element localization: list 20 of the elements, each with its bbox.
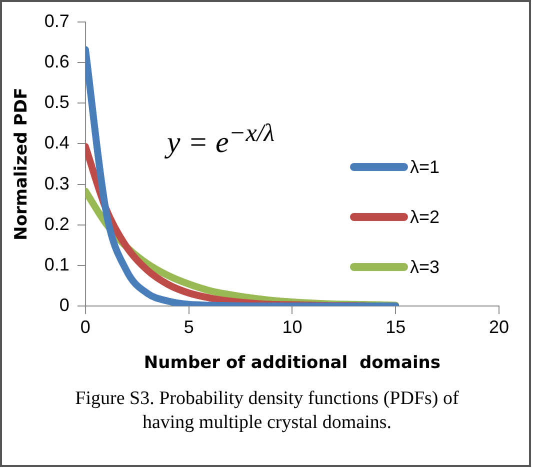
annotation: y = e$^{−x/λ}$ — [167, 120, 275, 160]
legend-label: λ=2 — [410, 206, 440, 228]
y-tick-label: 0.7 — [44, 10, 70, 31]
y-tick-label: 0.1 — [44, 254, 70, 274]
y-tick-label: 0.4 — [44, 132, 70, 153]
x-axis-title: Number of additional domains — [144, 353, 441, 374]
x-tick-label: 0 — [80, 316, 90, 337]
y-tick-label: 0.3 — [44, 173, 70, 194]
x-tick-label: 10 — [282, 316, 302, 337]
x-tick-label: 20 — [488, 316, 510, 337]
y-tick-label: 0.5 — [44, 92, 70, 112]
y-axis-title: Normalized PDF — [12, 88, 32, 240]
x-tick-label: 5 — [184, 316, 194, 337]
y-tick-label: 0.6 — [44, 52, 70, 72]
legend-label: λ=3 — [410, 256, 440, 278]
y-tick-label: 0 — [59, 294, 70, 315]
caption: Figure S3. Probability density functions (PDFs) of having multiple crystal domains. — [74, 387, 460, 435]
legend-label: λ=1 — [410, 156, 440, 178]
x-tick-label: 15 — [386, 316, 406, 337]
y-tick-label: 0.2 — [44, 214, 70, 234]
